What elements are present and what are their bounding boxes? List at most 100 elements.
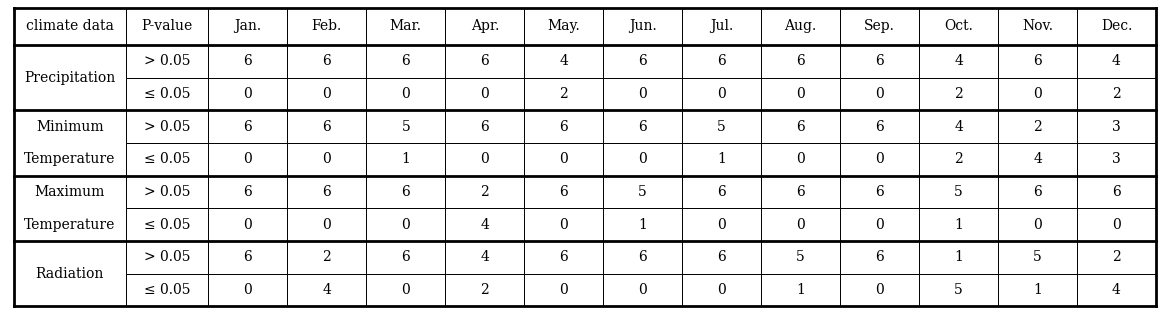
Text: 0: 0 bbox=[323, 87, 331, 101]
Bar bbox=[14, 111, 126, 176]
Bar bbox=[604, 111, 682, 143]
Bar bbox=[366, 143, 446, 176]
Bar bbox=[840, 241, 920, 273]
Bar bbox=[208, 176, 288, 208]
Text: 6: 6 bbox=[323, 185, 331, 199]
Text: 5: 5 bbox=[717, 120, 727, 134]
Text: 0: 0 bbox=[875, 152, 885, 166]
Text: 6: 6 bbox=[481, 54, 489, 68]
Text: May.: May. bbox=[548, 19, 580, 34]
Text: 6: 6 bbox=[243, 120, 253, 134]
Bar bbox=[840, 78, 920, 111]
Text: 6: 6 bbox=[243, 54, 253, 68]
Text: 4: 4 bbox=[559, 54, 569, 68]
Bar bbox=[126, 78, 208, 111]
Text: Radiation: Radiation bbox=[36, 267, 104, 280]
Text: 6: 6 bbox=[401, 54, 411, 68]
Bar bbox=[14, 8, 126, 45]
Bar bbox=[1078, 78, 1156, 111]
Text: 6: 6 bbox=[875, 120, 885, 134]
Bar bbox=[920, 143, 998, 176]
Text: 6: 6 bbox=[1113, 185, 1121, 199]
Text: Nov.: Nov. bbox=[1023, 19, 1053, 34]
Bar bbox=[288, 176, 366, 208]
Text: 0: 0 bbox=[481, 152, 489, 166]
Bar bbox=[840, 143, 920, 176]
Text: 0: 0 bbox=[481, 87, 489, 101]
Text: 2: 2 bbox=[323, 250, 331, 264]
Text: Jan.: Jan. bbox=[234, 19, 261, 34]
Bar bbox=[1078, 176, 1156, 208]
Text: ≤ 0.05: ≤ 0.05 bbox=[144, 87, 191, 101]
Bar bbox=[126, 273, 208, 306]
Text: 5: 5 bbox=[955, 185, 963, 199]
Text: 0: 0 bbox=[559, 283, 569, 297]
Bar bbox=[920, 78, 998, 111]
Text: 4: 4 bbox=[481, 250, 489, 264]
Bar bbox=[920, 208, 998, 241]
Bar bbox=[126, 111, 208, 143]
Bar bbox=[920, 45, 998, 78]
Text: 1: 1 bbox=[954, 250, 963, 264]
Text: 1: 1 bbox=[797, 283, 805, 297]
Text: 2: 2 bbox=[481, 185, 489, 199]
Bar bbox=[288, 273, 366, 306]
Bar bbox=[604, 143, 682, 176]
Text: 2: 2 bbox=[481, 283, 489, 297]
Text: 6: 6 bbox=[875, 185, 885, 199]
Text: > 0.05: > 0.05 bbox=[144, 250, 191, 264]
Text: 0: 0 bbox=[875, 283, 885, 297]
Bar bbox=[840, 111, 920, 143]
Bar bbox=[682, 8, 762, 45]
Text: 6: 6 bbox=[559, 120, 569, 134]
Bar bbox=[126, 208, 208, 241]
Text: > 0.05: > 0.05 bbox=[144, 185, 191, 199]
Text: 0: 0 bbox=[1113, 218, 1121, 232]
Text: 5: 5 bbox=[1033, 250, 1042, 264]
Text: 4: 4 bbox=[323, 283, 331, 297]
Text: 4: 4 bbox=[1112, 54, 1121, 68]
Bar bbox=[840, 176, 920, 208]
Bar bbox=[682, 111, 762, 143]
Text: Oct.: Oct. bbox=[944, 19, 973, 34]
Bar bbox=[208, 78, 288, 111]
Text: 5: 5 bbox=[639, 185, 647, 199]
Bar bbox=[762, 8, 840, 45]
Bar bbox=[840, 45, 920, 78]
Bar bbox=[126, 8, 208, 45]
Bar bbox=[366, 273, 446, 306]
Text: 6: 6 bbox=[323, 54, 331, 68]
Text: 3: 3 bbox=[1113, 120, 1121, 134]
Bar bbox=[208, 208, 288, 241]
Bar bbox=[682, 208, 762, 241]
Bar bbox=[1078, 273, 1156, 306]
Bar bbox=[762, 111, 840, 143]
Text: 4: 4 bbox=[1033, 152, 1042, 166]
Bar bbox=[604, 176, 682, 208]
Text: 6: 6 bbox=[717, 54, 727, 68]
Text: 1: 1 bbox=[1033, 283, 1042, 297]
Text: 2: 2 bbox=[955, 87, 963, 101]
Bar bbox=[604, 208, 682, 241]
Text: 6: 6 bbox=[717, 250, 727, 264]
Text: ≤ 0.05: ≤ 0.05 bbox=[144, 283, 191, 297]
Bar bbox=[446, 78, 524, 111]
Bar bbox=[446, 208, 524, 241]
Text: Temperature: Temperature bbox=[25, 218, 116, 232]
Bar bbox=[288, 8, 366, 45]
Text: ≤ 0.05: ≤ 0.05 bbox=[144, 218, 191, 232]
Text: Apr.: Apr. bbox=[470, 19, 498, 34]
Bar bbox=[524, 111, 604, 143]
Text: 1: 1 bbox=[954, 218, 963, 232]
Text: Temperature: Temperature bbox=[25, 152, 116, 166]
Bar bbox=[446, 241, 524, 273]
Text: 2: 2 bbox=[559, 87, 569, 101]
Bar bbox=[682, 241, 762, 273]
Bar bbox=[288, 45, 366, 78]
Bar bbox=[604, 8, 682, 45]
Bar bbox=[762, 143, 840, 176]
Bar bbox=[998, 176, 1078, 208]
Text: Minimum: Minimum bbox=[36, 120, 104, 134]
Text: 0: 0 bbox=[243, 152, 253, 166]
Text: 0: 0 bbox=[639, 87, 647, 101]
